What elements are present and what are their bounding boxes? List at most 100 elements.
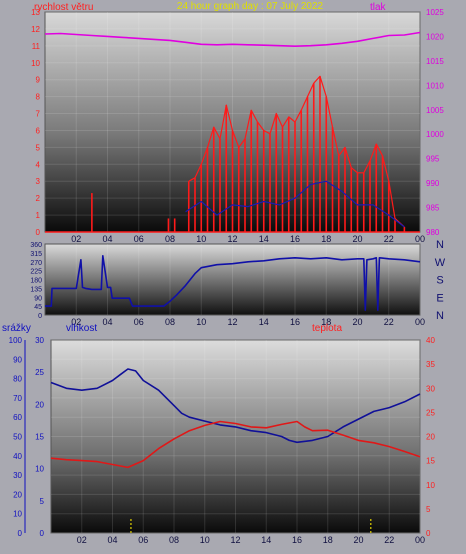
pressure-tick-label: 980: [426, 228, 440, 237]
humidity-tick-label: 20: [35, 400, 44, 409]
compass-label: S: [436, 275, 443, 287]
wind-tick-label: 2: [36, 194, 41, 203]
pressure-axis-label: tlak: [370, 2, 387, 13]
rain-tick-label: 90: [13, 355, 22, 364]
wind-tick-label: 1: [36, 211, 41, 220]
temperature-tick-label: 40: [426, 336, 435, 345]
direction-tick-label: 225: [30, 269, 42, 276]
x-tick-label: 22: [384, 317, 394, 327]
rain-tick-label: 70: [13, 394, 22, 403]
humidity-tick-label: 10: [35, 465, 44, 474]
humidity-tick-label: 0: [40, 529, 45, 538]
pressure-tick-label: 1005: [426, 106, 444, 115]
wind-speed-line: [188, 75, 405, 228]
x-tick-label: 00: [415, 234, 425, 244]
wind-tick-label: 13: [31, 8, 40, 17]
wind-tick-label: 7: [36, 110, 41, 119]
x-tick-label: 12: [227, 317, 237, 327]
x-tick-label: 08: [169, 535, 179, 545]
x-tick-label: 04: [102, 317, 112, 327]
humidity-tick-label: 30: [35, 336, 44, 345]
x-tick-label: 02: [71, 317, 81, 327]
pressure-tick-label: 1015: [426, 57, 444, 66]
rain-tick-label: 40: [13, 452, 22, 461]
x-tick-label: 10: [200, 535, 210, 545]
x-tick-label: 16: [290, 234, 300, 244]
wind-tick-label: 6: [36, 126, 41, 135]
x-tick-label: 06: [134, 234, 144, 244]
x-tick-label: 14: [259, 317, 269, 327]
x-tick-label: 04: [102, 234, 112, 244]
humidity-tick-label: 5: [40, 497, 45, 506]
x-tick-label: 14: [261, 535, 271, 545]
direction-tick-label: 270: [30, 260, 42, 267]
x-tick-label: 22: [384, 535, 394, 545]
x-tick-label: 14: [259, 234, 269, 244]
wind-tick-label: 8: [36, 93, 41, 102]
rain-tick-label: 100: [9, 336, 23, 345]
compass-label: N: [436, 239, 444, 251]
x-tick-label: 06: [134, 317, 144, 327]
x-tick-label: 12: [230, 535, 240, 545]
wind-tick-label: 11: [32, 42, 41, 51]
wind-tick-label: 9: [36, 76, 41, 85]
x-tick-label: 22: [384, 234, 394, 244]
temperature-tick-label: 35: [426, 360, 435, 369]
wind-direction-line: [45, 255, 421, 311]
rain-tick-label: 80: [13, 375, 22, 384]
wind-tick-label: 4: [36, 160, 41, 169]
panel-direction-plot-area: [44, 243, 421, 316]
temperature-tick-label: 10: [426, 481, 435, 490]
rain-tick-label: 0: [18, 529, 23, 538]
chart-title: 24 hour graph day : 07 July 2022: [177, 1, 324, 12]
wind-tick-label: 5: [36, 143, 41, 152]
temperature-tick-label: 25: [426, 408, 435, 417]
x-tick-label: 08: [165, 317, 175, 327]
compass-label: N: [436, 310, 444, 322]
temperature-tick-label: 20: [426, 433, 435, 442]
pressure-tick-label: 1000: [426, 130, 444, 139]
x-tick-label: 18: [323, 535, 333, 545]
x-tick-label: 02: [71, 234, 81, 244]
humidity-tick-label: 25: [35, 368, 44, 377]
pressure-tick-label: 995: [426, 155, 440, 164]
x-tick-label: 10: [196, 317, 206, 327]
direction-tick-label: 45: [34, 304, 42, 311]
pressure-line: [44, 31, 421, 48]
temperature-tick-label: 15: [426, 457, 435, 466]
humidity-axis-label: vlhkost: [66, 323, 97, 334]
rain-tick-label: 10: [13, 510, 22, 519]
x-tick-label: 04: [107, 535, 117, 545]
x-tick-label: 00: [415, 317, 425, 327]
wind-tick-label: 3: [36, 177, 41, 186]
humidity-line: [50, 368, 421, 444]
humidity-tick-label: 15: [35, 433, 44, 442]
temperature-axis-label: teplota: [312, 323, 342, 334]
x-tick-label: 20: [352, 317, 362, 327]
rain-axis-label: srážky: [2, 323, 31, 334]
direction-tick-label: 90: [34, 295, 42, 302]
compass-label: E: [436, 292, 443, 304]
wind-tick-label: 10: [31, 59, 40, 68]
x-tick-label: 12: [227, 234, 237, 244]
x-tick-label: 06: [138, 535, 148, 545]
wind-tick-label: 12: [31, 25, 40, 34]
direction-tick-label: 360: [30, 242, 42, 249]
rain-tick-label: 50: [13, 433, 22, 442]
x-tick-label: 16: [292, 535, 302, 545]
pressure-tick-label: 985: [426, 204, 440, 213]
direction-tick-label: 180: [30, 278, 42, 285]
temperature-tick-label: 0: [426, 529, 431, 538]
x-tick-label: 10: [196, 234, 206, 244]
wind-average-line: [185, 180, 405, 228]
x-tick-label: 08: [165, 234, 175, 244]
wind-tick-label: 0: [36, 228, 41, 237]
temperature-tick-label: 30: [426, 384, 435, 393]
temperature-tick-label: 5: [426, 505, 431, 514]
x-tick-label: 16: [290, 317, 300, 327]
x-tick-label: 20: [352, 234, 362, 244]
direction-tick-label: 315: [30, 251, 42, 258]
compass-label: W: [435, 257, 446, 269]
